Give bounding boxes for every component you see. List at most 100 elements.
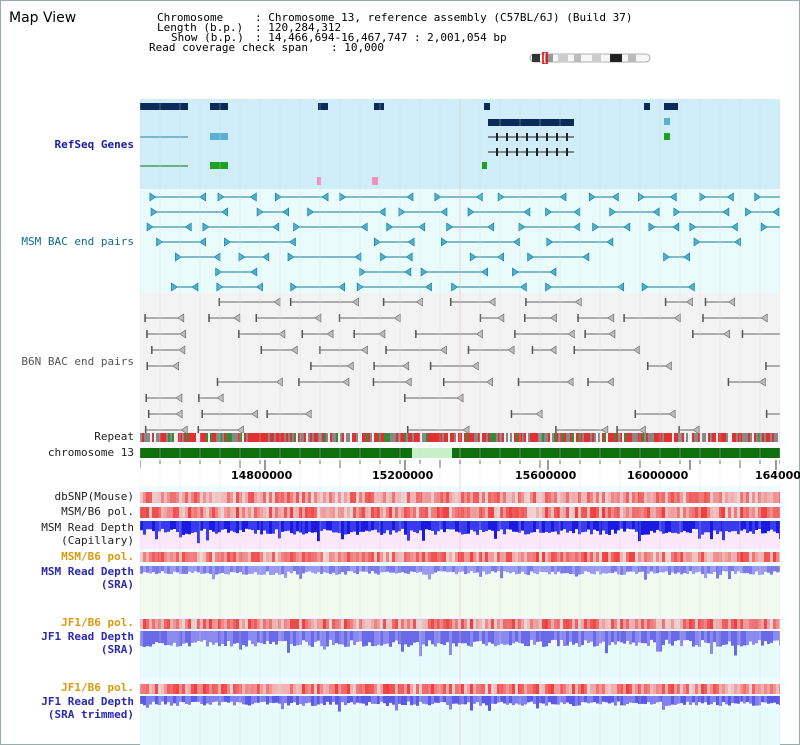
bac-end [617, 282, 625, 292]
msm-sra-depth-bar [344, 566, 347, 575]
jf1-sra-depth-bar [608, 631, 611, 646]
jf1-pol-trim-cell [233, 684, 236, 694]
jf1-pol-cell [509, 619, 512, 629]
jf1-sra-depth-bar [614, 631, 617, 645]
bac-end [545, 207, 553, 217]
repeat-segment [482, 433, 484, 442]
repeat-segment [278, 433, 280, 442]
jf1-sra-depth-bar [440, 631, 443, 645]
msm-pol-cell [530, 507, 533, 518]
bac-end [146, 330, 148, 338]
jf1-trim-depth-bar [737, 696, 740, 704]
jf1-pol-trim-cell [662, 684, 665, 694]
jf1-sra-depth-bar [443, 631, 446, 646]
msm-pol-cell [716, 507, 719, 518]
dbsnp-cell [587, 492, 590, 503]
msm-pol-sra-cell [338, 552, 341, 562]
bac-end [641, 282, 649, 292]
jf1-sra-depth-bar [185, 631, 188, 643]
jf1-pol-cell [425, 619, 428, 629]
jf1-trim-depth-bar [755, 696, 758, 706]
dbsnp-cell [377, 492, 380, 503]
feature-canvas[interactable] [140, 99, 780, 433]
repeat-track[interactable] [140, 432, 780, 443]
msm-sra-depth-bar [266, 566, 269, 572]
jf1-pol-cell [161, 619, 164, 629]
msm-cap-depth-bar [179, 521, 182, 538]
jf1-pol-trim-cell [608, 684, 611, 694]
msm-pol-sra-cell [620, 552, 623, 562]
refseq-track-band [140, 99, 780, 189]
jf1-pol-cell [443, 619, 446, 629]
msm-sra-depth-bar [170, 566, 173, 575]
msm-pol-sra-cell [302, 552, 305, 562]
repeat-segment [250, 433, 252, 442]
bac-end [360, 345, 368, 355]
jf1-pol-cell [404, 619, 407, 629]
jf1-pol-cell [317, 619, 320, 629]
msm-pol-cell [557, 507, 560, 518]
msm-sra-depth-bar [758, 566, 761, 575]
data-tracks-canvas[interactable] [140, 486, 780, 745]
msm-pol-cell [443, 507, 446, 518]
jf1-trim-depth-bar [587, 696, 590, 704]
jf1-pol-trim-cell [575, 684, 578, 694]
msm-pol-sra-cell [329, 552, 332, 562]
jf1-trim-depth-bar [701, 696, 704, 704]
msm-cap-depth-bar [149, 521, 152, 530]
msm-pol-sra-cell [167, 552, 170, 562]
msm-cap-depth-bar [425, 521, 428, 530]
dbsnp-cell [284, 492, 287, 503]
msm-cap-depth-bar [479, 521, 482, 530]
repeat-segment [422, 433, 424, 442]
msm-pol-sra-cell [542, 552, 545, 562]
jf1-sra-depth-bar [194, 631, 197, 643]
msm-cap-depth-bar [380, 521, 383, 535]
repeat-segment [404, 433, 406, 442]
repeat-segment [182, 433, 184, 442]
dbsnp-cell [491, 492, 494, 503]
repeat-segment [762, 433, 764, 442]
msm-pol-cell [314, 507, 317, 518]
jf1-sra-depth-bar [458, 631, 461, 643]
bac-end [606, 377, 614, 387]
bac-end [404, 377, 412, 387]
repeat-segment [768, 433, 770, 442]
jf1-pol-cell [173, 619, 176, 629]
dbsnp-cell [479, 492, 482, 503]
repeat-segment [492, 433, 494, 442]
msm-bac-label[interactable]: MSM BAC end pairs [21, 235, 134, 248]
msm-sra-depth-bar [713, 566, 716, 572]
repeat-segment [566, 433, 568, 442]
msm-pol-sra-cell [323, 552, 326, 562]
jf1-pol-cell [410, 619, 413, 629]
jf1-pol-cell [563, 619, 566, 629]
jf1-sra-depth-bar [206, 631, 209, 647]
msm-pol-sra-cell [269, 552, 272, 562]
refseq-genes-label[interactable]: RefSeq Genes [54, 138, 134, 151]
msm-sra-depth-bar [593, 566, 596, 575]
bac-end [373, 362, 375, 370]
chromosome-ideogram[interactable] [528, 52, 654, 64]
repeat-segment [304, 433, 306, 442]
dbsnp-cell [422, 492, 425, 503]
b6n-bac-label[interactable]: B6N BAC end pairs [21, 355, 134, 368]
bac-end [224, 237, 231, 247]
msm-pol-sra-cell [236, 552, 239, 562]
jf1-trim-depth-bar [173, 696, 176, 704]
msm-pol-cell [515, 507, 518, 518]
jf1-trim-depth-bar [317, 696, 320, 705]
dbsnp-cell [692, 492, 695, 503]
dbsnp-cell [719, 492, 722, 503]
msm-sra-depth-bar [473, 566, 476, 573]
chromosome-track[interactable] [140, 446, 780, 460]
msm-pol-cell [584, 507, 587, 518]
dbsnp-cell [398, 492, 401, 503]
msm-pol-cell [740, 507, 743, 518]
jf1-pol-trim-cell [773, 684, 776, 694]
jf1-sra-depth-bar [635, 631, 638, 646]
msm-pol-sra-cell [173, 552, 176, 562]
jf1-trim-depth-bar [716, 696, 719, 706]
msm-pol-sra-cell [590, 552, 593, 562]
jf1-pol-trim-cell [377, 684, 380, 694]
